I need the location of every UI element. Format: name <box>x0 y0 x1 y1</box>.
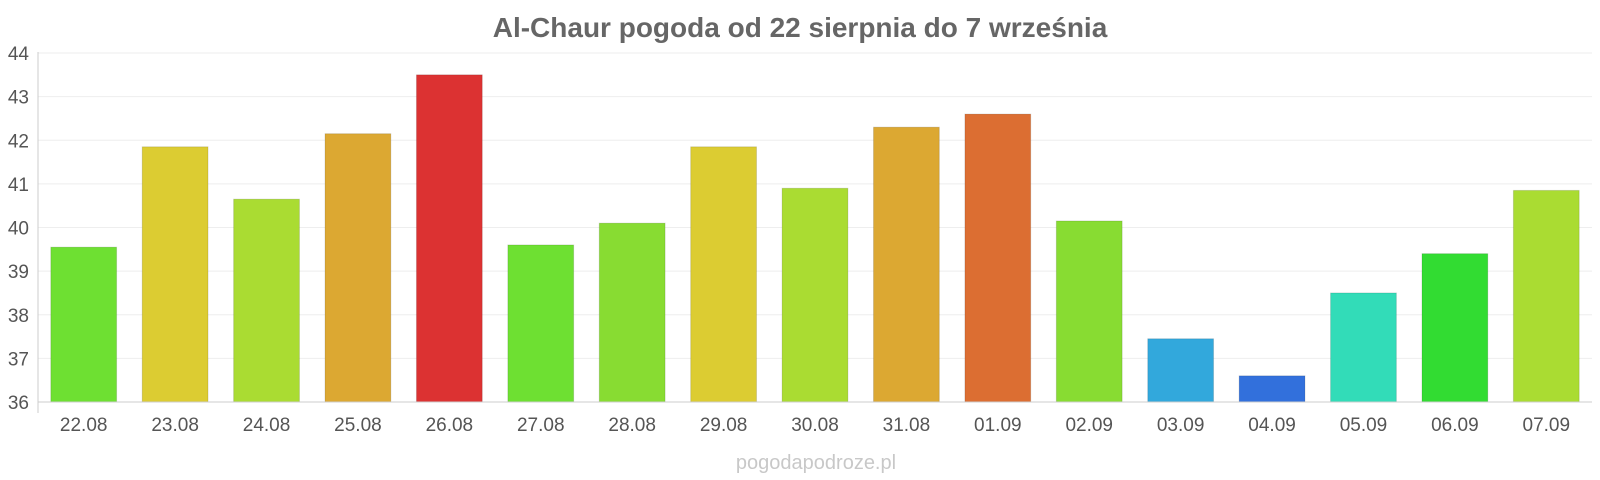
x-axis-ticks: 22.08 23.08 24.08 25.08 26.08 27.08 28.08 29.08… <box>60 415 1570 436</box>
bars <box>50 74 1580 403</box>
bar-04.09 <box>1238 375 1306 403</box>
bar-01.09 <box>964 113 1032 403</box>
y-tick-label: 40 <box>8 219 29 240</box>
y-tick-label: 44 <box>8 44 30 65</box>
x-tick-label: 03.09 <box>1157 415 1205 436</box>
y-tick-label: 39 <box>8 262 29 283</box>
bar-03.09 <box>1147 338 1215 403</box>
y-tick-label: 37 <box>8 349 29 370</box>
x-tick-label: 25.08 <box>334 415 382 436</box>
bar-27.08 <box>507 244 575 403</box>
bar-24.08 <box>233 198 300 403</box>
chart-title: Al-Chaur pogoda od 22 sierpnia do 7 wrze… <box>493 12 1108 43</box>
y-axis-ticks: 36 37 38 39 40 41 42 43 44 <box>8 44 30 414</box>
x-tick-label: 29.08 <box>700 415 748 436</box>
x-tick-label: 30.08 <box>791 415 839 436</box>
bar-22.08 <box>50 246 118 403</box>
y-tick-label: 41 <box>8 175 29 196</box>
x-tick-label: 26.08 <box>426 415 474 436</box>
bar-02.09 <box>1055 220 1123 403</box>
x-tick-label: 24.08 <box>243 415 291 436</box>
x-tick-label: 04.09 <box>1248 415 1296 436</box>
y-tick-label: 36 <box>8 393 29 414</box>
y-tick-label: 43 <box>8 88 29 109</box>
bar-29.08 <box>690 146 757 403</box>
x-tick-label: 22.08 <box>60 415 108 436</box>
x-tick-label: 31.08 <box>883 415 931 436</box>
bar-05.09 <box>1330 292 1397 403</box>
bar-07.09 <box>1512 189 1580 403</box>
x-tick-label: 23.08 <box>151 415 199 436</box>
watermark: pogodapodroze.pl <box>736 452 896 474</box>
bar-25.08 <box>324 133 392 403</box>
bar-26.08 <box>415 74 483 403</box>
bar-06.09 <box>1421 253 1489 403</box>
x-tick-label: 02.09 <box>1065 415 1113 436</box>
x-tick-label: 27.08 <box>517 415 565 436</box>
x-tick-label: 01.09 <box>974 415 1022 436</box>
bar-30.08 <box>781 187 849 403</box>
y-tick-label: 38 <box>8 306 29 327</box>
bar-31.08 <box>873 126 940 403</box>
x-tick-label: 05.09 <box>1340 415 1388 436</box>
x-tick-label: 06.09 <box>1431 415 1479 436</box>
x-tick-label: 07.09 <box>1523 415 1571 436</box>
bar-28.08 <box>598 222 666 403</box>
x-tick-label: 28.08 <box>608 415 656 436</box>
y-tick-label: 42 <box>8 131 29 152</box>
bar-23.08 <box>141 146 209 403</box>
